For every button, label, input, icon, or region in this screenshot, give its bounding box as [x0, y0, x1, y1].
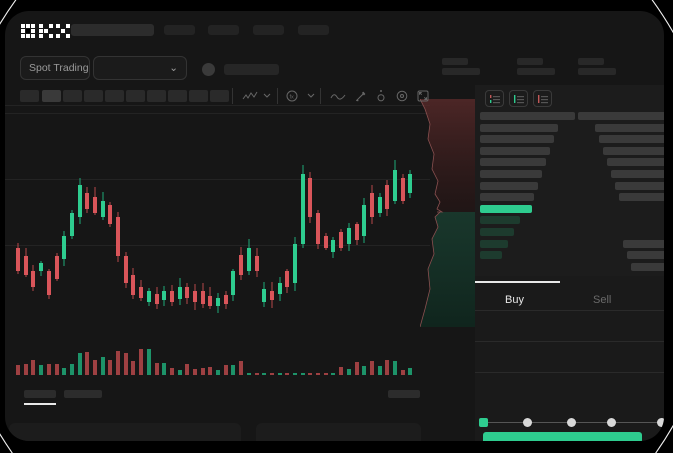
svg-text:fx: fx: [290, 95, 295, 101]
